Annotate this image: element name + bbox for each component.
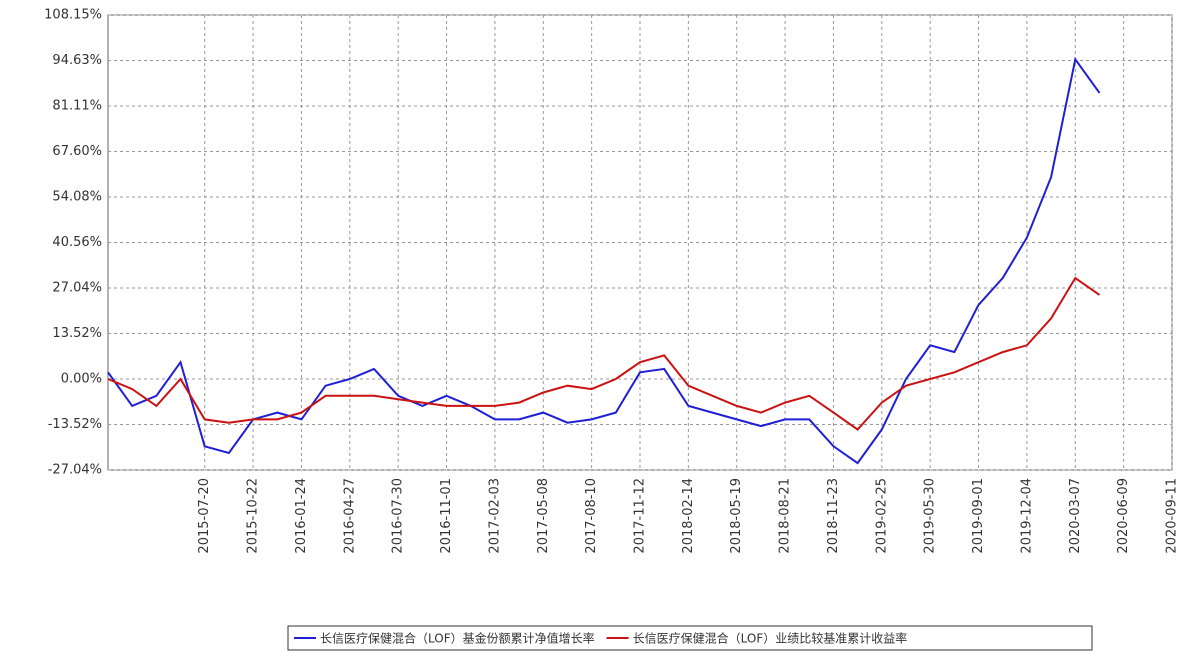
x-tick-label: 2018-05-19 — [729, 478, 744, 554]
y-tick-label: 108.15% — [44, 8, 102, 23]
y-tick-label: 0.00% — [61, 371, 102, 386]
y-tick-label: -13.52% — [48, 417, 102, 432]
x-tick-label: 2018-02-14 — [681, 478, 696, 554]
x-tick-label: 2018-11-23 — [826, 478, 841, 554]
y-tick-label: 67.60% — [52, 144, 102, 159]
y-tick-label: 54.08% — [52, 189, 102, 204]
legend-label: 长信医疗保健混合（LOF）业绩比较基准累计收益率 — [633, 631, 908, 646]
legend-label: 长信医疗保健混合（LOF）基金份额累计净值增长率 — [320, 631, 595, 646]
y-tick-label: 94.63% — [52, 53, 102, 68]
series-line — [107, 276, 1101, 431]
x-tick-label: 2020-06-09 — [1116, 478, 1131, 554]
x-tick-label: 2017-02-03 — [487, 478, 502, 554]
x-tick-label: 2019-09-01 — [971, 478, 986, 554]
y-tick-label: 13.52% — [52, 326, 102, 341]
x-tick-label: 2019-12-04 — [1019, 478, 1034, 554]
x-tick-label: 2015-10-22 — [246, 478, 261, 554]
x-tick-label: 2016-11-01 — [439, 478, 454, 554]
x-tick-label: 2016-07-30 — [391, 478, 406, 554]
x-tick-label: 2016-01-24 — [294, 478, 309, 554]
legend-box — [287, 625, 1093, 651]
x-tick-label: 2018-08-21 — [778, 478, 793, 554]
x-tick-label: 2016-04-27 — [342, 478, 357, 554]
x-tick-label: 2017-11-12 — [633, 478, 648, 554]
y-tick-label: 27.04% — [52, 280, 102, 295]
x-tick-label: 2019-05-30 — [923, 478, 938, 554]
x-tick-label: 2017-05-08 — [536, 478, 551, 554]
x-tick-label: 2020-09-11 — [1165, 478, 1180, 554]
x-tick-label: 2019-02-25 — [874, 478, 889, 554]
x-tick-label: 2020-03-07 — [1068, 478, 1083, 554]
series-line — [107, 56, 1101, 465]
y-tick-label: -27.04% — [48, 463, 102, 478]
x-tick-label: 2015-07-20 — [197, 478, 212, 554]
y-tick-label: 81.11% — [52, 99, 102, 114]
x-tick-label: 2017-08-10 — [584, 478, 599, 554]
y-tick-label: 40.56% — [52, 235, 102, 250]
